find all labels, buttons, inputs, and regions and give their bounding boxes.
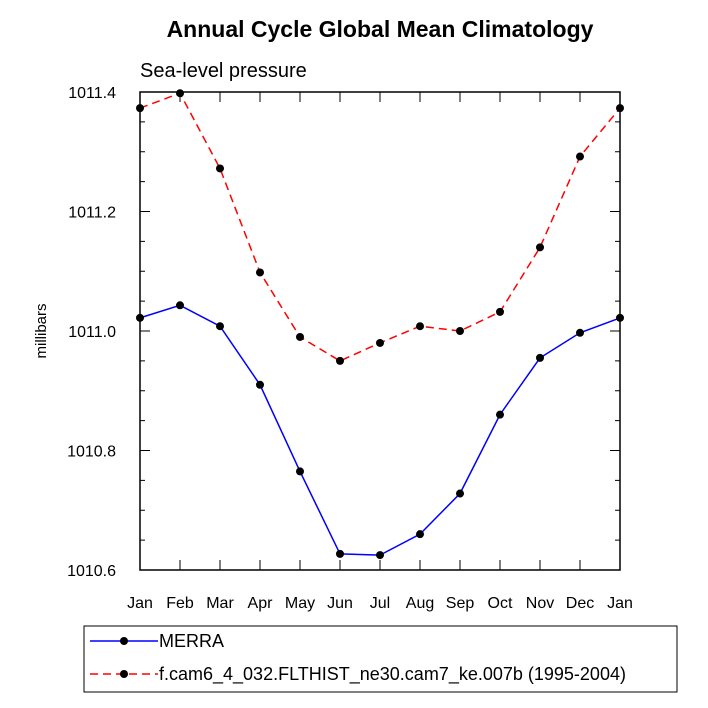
- legend-marker: [120, 670, 128, 678]
- data-point: [296, 332, 304, 341]
- series-lines: [139, 92, 621, 556]
- data-point: [416, 530, 424, 539]
- data-point: [616, 104, 624, 113]
- data-point: [416, 322, 424, 331]
- data-point: [456, 327, 464, 335]
- chart-title: Annual Cycle Global Mean Climatology: [167, 16, 594, 42]
- data-point: [136, 313, 144, 322]
- tick-labels: Jan Feb Mar Apr May Jun Jul Aug Sep Oct Nov Dec Jan 1…: [67, 85, 633, 612]
- data-point: [576, 328, 584, 337]
- data-point: [296, 467, 304, 476]
- y-tick-label: 1011.4: [68, 85, 116, 102]
- legend-box: [83, 625, 678, 693]
- series-markers: [136, 89, 624, 560]
- data-point: [496, 307, 504, 316]
- data-point: [336, 356, 344, 365]
- x-tick-label: Jun: [327, 595, 353, 612]
- x-tick-label: Jan: [607, 595, 633, 612]
- x-tick-label: Sep: [446, 595, 475, 612]
- x-tick-label: Dec: [566, 595, 594, 612]
- data-point: [536, 243, 544, 252]
- y-tick-label: 1010.8: [67, 444, 116, 461]
- data-point: [176, 301, 184, 310]
- y-axis-label: millibars: [33, 303, 50, 358]
- x-tick-label: Feb: [166, 595, 194, 612]
- data-point: [536, 353, 544, 362]
- data-point: [216, 322, 224, 331]
- axis-ticks: [139, 91, 621, 571]
- data-point: [576, 152, 584, 161]
- data-point: [256, 380, 264, 389]
- data-point: [376, 338, 384, 347]
- y-tick-label: 1011.2: [68, 205, 116, 222]
- x-tick-label: Jan: [127, 595, 153, 612]
- data-point: [496, 410, 504, 419]
- data-point: [456, 489, 464, 498]
- data-point: [376, 551, 384, 560]
- data-point: [336, 549, 344, 558]
- legend-label: f.cam6_4_032.FLTHIST_ne30.cam7_ke.007b (…: [159, 664, 626, 685]
- series-line-1: [139, 92, 621, 362]
- x-tick-label: Mar: [206, 595, 234, 612]
- legend: MERRA f.cam6_4_032.FLTHIST_ne30.cam7_ke.0…: [90, 631, 626, 685]
- x-tick-label: Oct: [488, 595, 513, 612]
- y-tick-label: 1011.0: [68, 324, 116, 341]
- x-tick-label: Aug: [406, 595, 434, 612]
- data-point: [216, 164, 224, 173]
- legend-marker: [120, 637, 128, 645]
- x-tick-label: May: [285, 595, 315, 612]
- y-tick-label: 1010.6: [67, 563, 116, 580]
- plot-frame: [139, 91, 621, 571]
- data-point: [256, 268, 264, 277]
- x-tick-label: Nov: [526, 595, 554, 612]
- x-tick-label: Jul: [370, 595, 390, 612]
- data-point: [136, 104, 144, 113]
- legend-label: MERRA: [159, 631, 224, 651]
- x-tick-label: Apr: [248, 595, 274, 612]
- data-point: [616, 313, 624, 322]
- data-point: [176, 89, 184, 98]
- chart-subtitle: Sea-level pressure: [140, 60, 307, 82]
